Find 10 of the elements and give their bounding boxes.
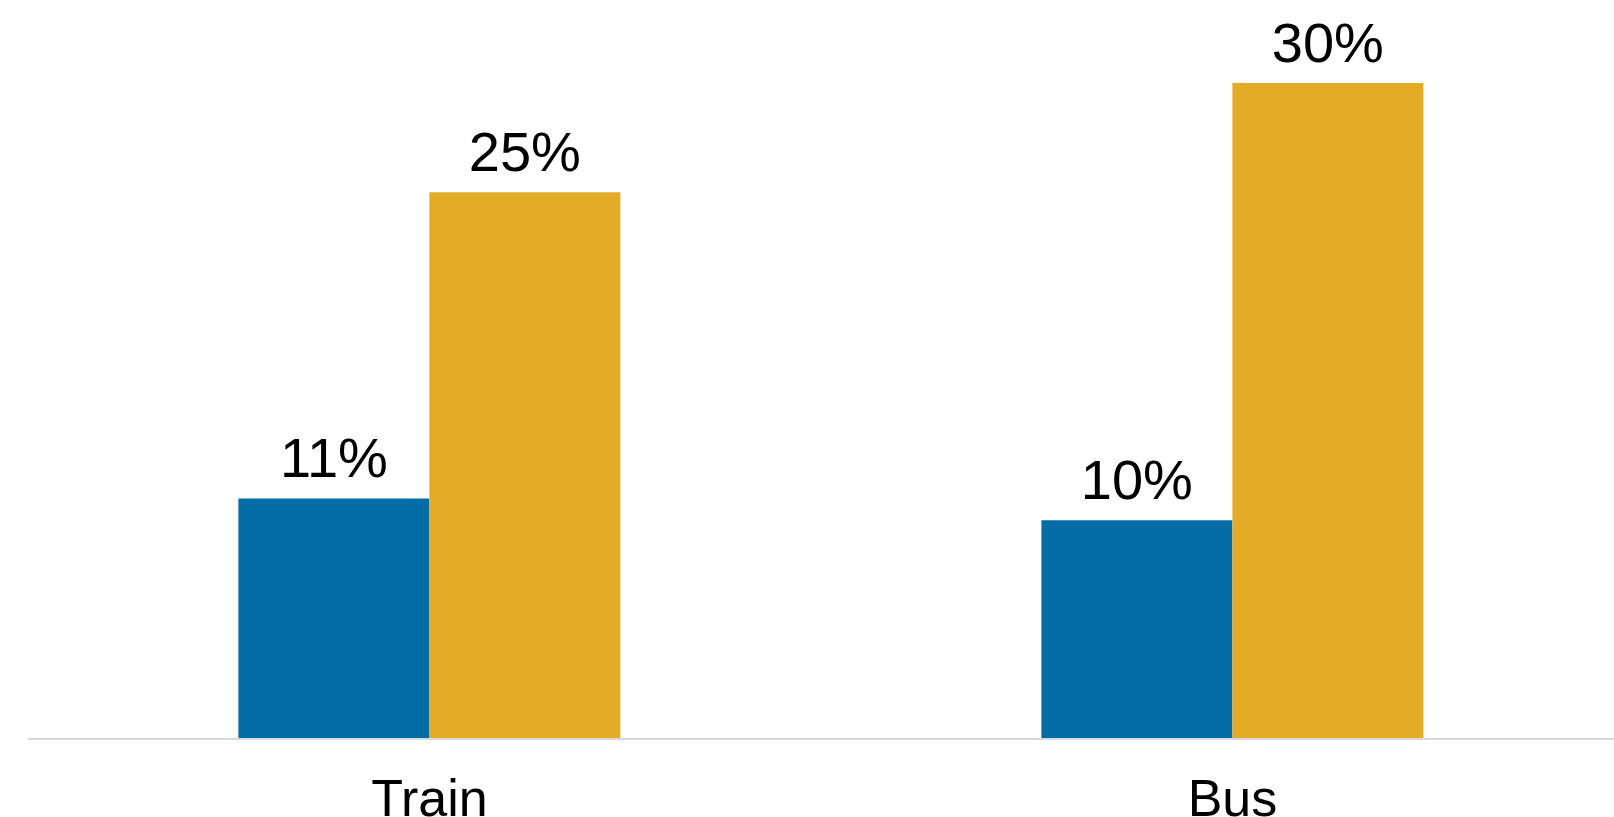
data-label: 30% xyxy=(1271,11,1384,74)
x-tick-label: Train xyxy=(371,768,488,817)
bar xyxy=(429,192,621,739)
x-tick-label: Bus xyxy=(1187,768,1278,817)
bar xyxy=(238,498,430,739)
bar xyxy=(1232,83,1424,739)
data-label: 25% xyxy=(468,120,581,184)
data-label: 10% xyxy=(1080,448,1193,512)
bar xyxy=(1041,520,1233,739)
data-label: 11% xyxy=(279,426,388,490)
